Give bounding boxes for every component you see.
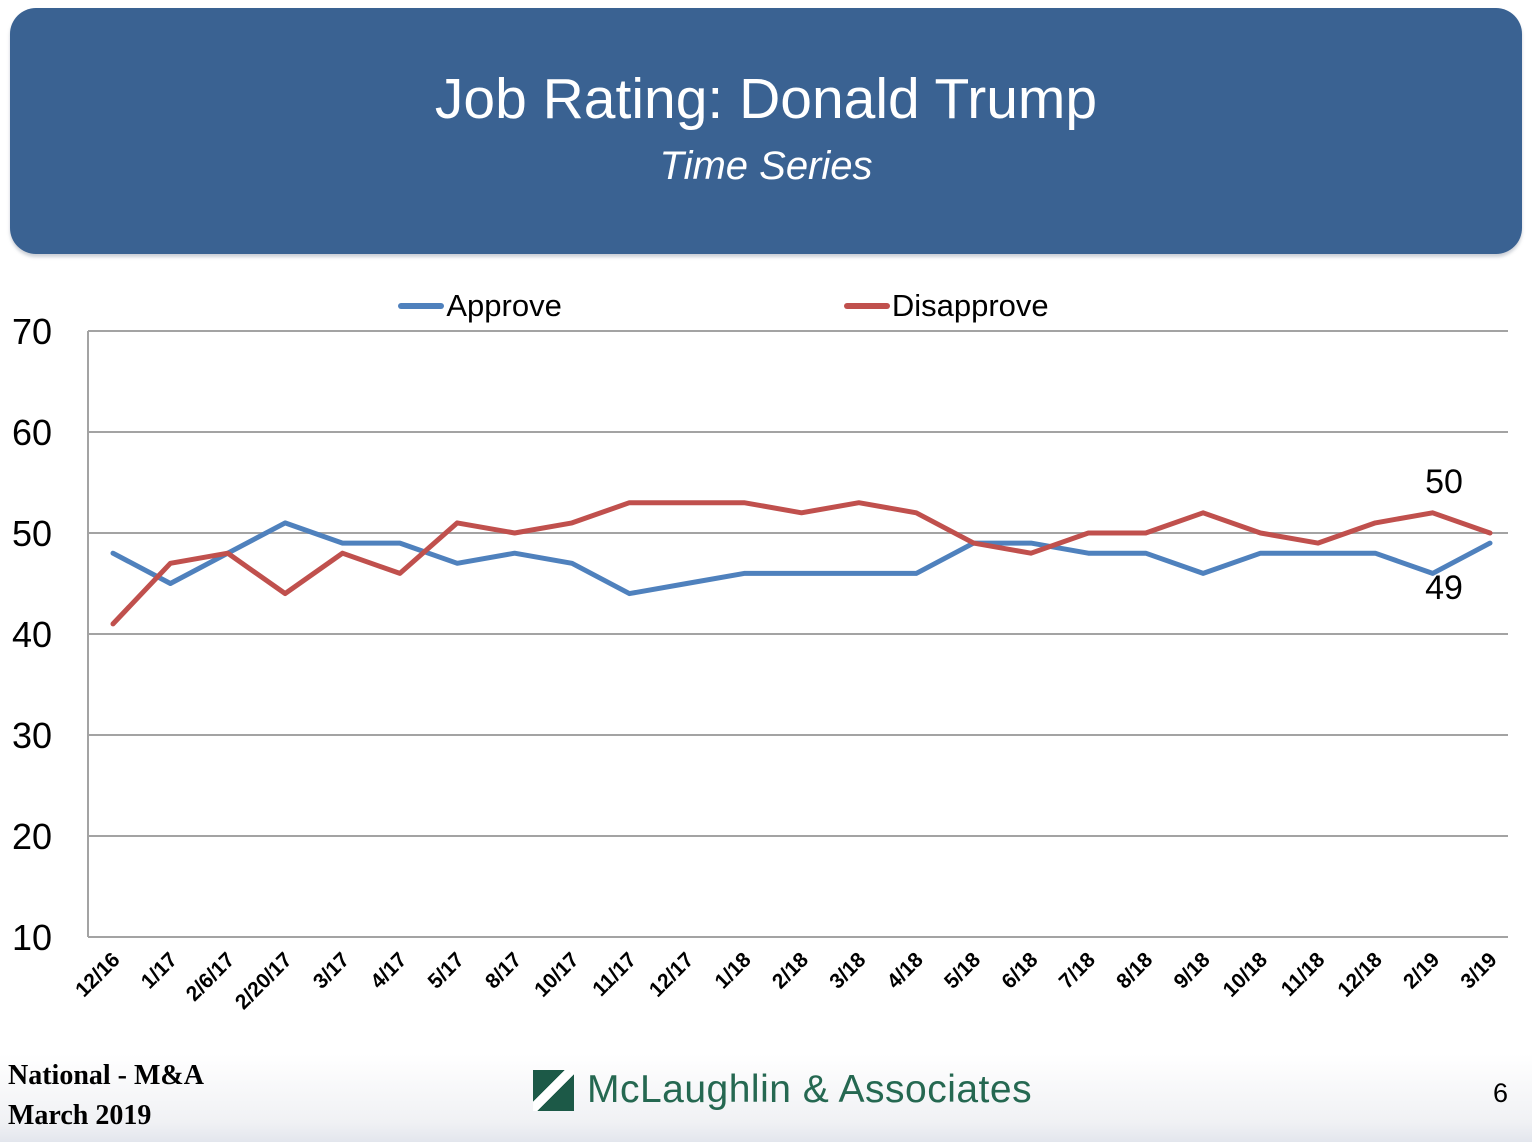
x-tick-label: 5/17 [424,948,469,993]
x-tick-label: 10/17 [530,948,583,1001]
x-tick-label: 2/18 [768,948,813,993]
footer-sample-label: National - M&A [8,1060,204,1091]
x-tick-label: 10/18 [1219,948,1273,1002]
y-tick-label: 10 [12,917,52,958]
company-logo-icon [533,1069,574,1111]
x-tick-label: 7/18 [1055,948,1100,993]
footer: National - M&A March 2019 McLaughlin & A… [0,1054,1532,1142]
legend-label-disapprove: Disapprove [891,288,1049,323]
y-tick-label: 40 [12,614,52,655]
x-tick-label: 12/17 [645,948,698,1001]
x-tick-label: 3/18 [825,948,870,993]
footer-date: March 2019 [8,1099,152,1131]
x-tick-label: 8/18 [1112,948,1157,993]
end-label-approve: 49 [1425,569,1463,607]
x-tick-label: 6/18 [997,948,1042,993]
y-tick-label: 30 [12,715,52,756]
page-number: 6 [1492,1078,1508,1108]
chart-subtitle: Time Series [659,144,873,188]
x-tick-label: 1/17 [137,948,182,993]
x-tick-label: 4/18 [883,948,928,993]
x-tick-label: 2/20/17 [231,948,297,1014]
series-line-approve [110,520,1493,597]
chart-legend: Approve Disapprove [0,288,1532,324]
x-tick-label: 11/18 [1277,948,1330,1001]
x-tick-label: 2/19 [1399,948,1444,993]
end-label-disapprove: 50 [1425,463,1463,501]
approve-line-swatch [398,303,445,309]
y-tick-label: 20 [12,816,52,857]
x-tick-label: 5/18 [940,948,985,993]
chart-title: Job Rating: Donald Trump [434,67,1098,131]
x-tick-label: 12/16 [71,948,124,1001]
y-tick-label: 50 [12,513,52,554]
header-banner: Job Rating: Donald Trump Time Series [10,8,1522,254]
legend-item-approve: Approve [398,288,562,324]
x-tick-label: 1/18 [710,948,755,993]
footer-note: National - M&A March 2019 [8,1056,204,1136]
company-logo: McLaughlin & Associates [533,1068,1032,1112]
legend-item-disapprove: Disapprove [843,288,1049,324]
x-tick-label: 4/17 [366,948,411,993]
x-tick-label: 3/17 [309,948,354,993]
company-logo-text: McLaughlin & Associates [587,1068,1033,1111]
x-tick-label: 8/17 [481,948,526,993]
x-tick-label: 3/19 [1456,948,1501,993]
y-tick-label: 70 [12,311,52,352]
disapprove-line-swatch [843,303,890,309]
series-line-disapprove [110,500,1493,627]
y-tick-label: 60 [12,412,52,453]
x-tick-label: 9/18 [1169,948,1214,993]
x-tick-label: 11/17 [588,948,641,1001]
x-tick-label: 12/18 [1333,948,1387,1002]
legend-label-approve: Approve [446,288,562,323]
